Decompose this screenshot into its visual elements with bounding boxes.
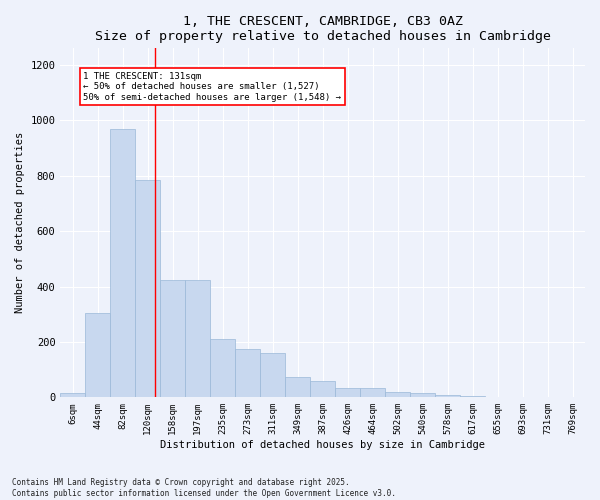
- Bar: [260, 353, 285, 398]
- Bar: [485, 396, 510, 398]
- Bar: [85, 313, 110, 398]
- Bar: [310, 380, 335, 398]
- Y-axis label: Number of detached properties: Number of detached properties: [15, 132, 25, 314]
- X-axis label: Distribution of detached houses by size in Cambridge: Distribution of detached houses by size …: [160, 440, 485, 450]
- Text: 1 THE CRESCENT: 131sqm
← 50% of detached houses are smaller (1,527)
50% of semi-: 1 THE CRESCENT: 131sqm ← 50% of detached…: [83, 72, 341, 102]
- Bar: [335, 388, 360, 398]
- Bar: [435, 395, 460, 398]
- Bar: [160, 280, 185, 398]
- Bar: [285, 376, 310, 398]
- Bar: [460, 396, 485, 398]
- Bar: [210, 339, 235, 398]
- Bar: [385, 392, 410, 398]
- Title: 1, THE CRESCENT, CAMBRIDGE, CB3 0AZ
Size of property relative to detached houses: 1, THE CRESCENT, CAMBRIDGE, CB3 0AZ Size…: [95, 15, 551, 43]
- Bar: [510, 397, 535, 398]
- Bar: [235, 349, 260, 398]
- Bar: [410, 393, 435, 398]
- Bar: [185, 280, 210, 398]
- Bar: [360, 388, 385, 398]
- Bar: [110, 128, 136, 398]
- Bar: [560, 396, 585, 398]
- Text: Contains HM Land Registry data © Crown copyright and database right 2025.
Contai: Contains HM Land Registry data © Crown c…: [12, 478, 396, 498]
- Bar: [61, 393, 85, 398]
- Bar: [136, 180, 160, 398]
